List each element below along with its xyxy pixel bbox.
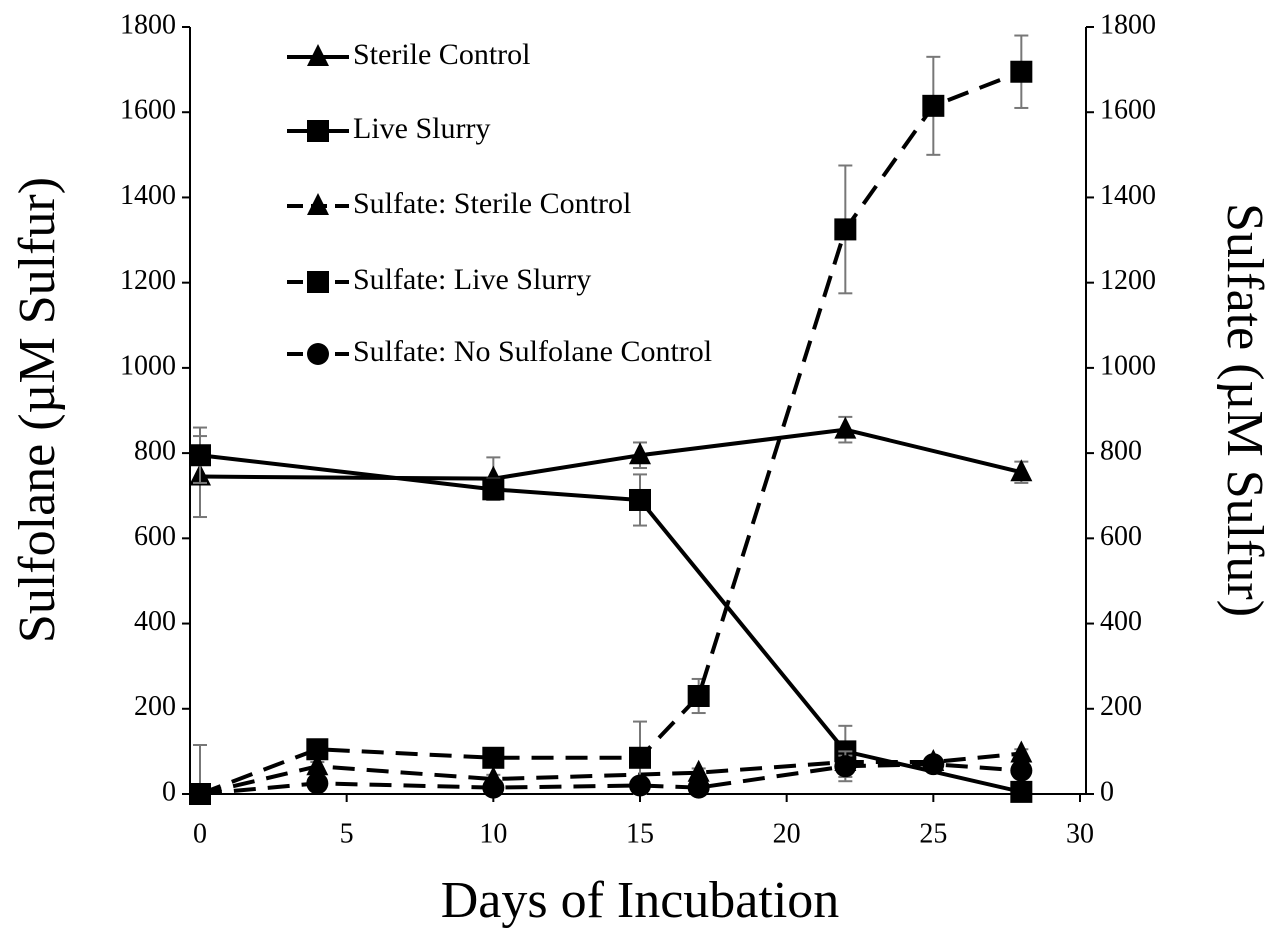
marker [307, 271, 329, 293]
marker [687, 684, 710, 707]
marker [306, 772, 329, 795]
legend-item: Sulfate: No Sulfolane Control [287, 335, 712, 368]
legend-item: Sulfate: Live Slurry [287, 263, 591, 296]
marker [629, 442, 651, 465]
marker [482, 776, 505, 799]
marker [1010, 780, 1033, 803]
marker [1010, 740, 1033, 763]
marker [1010, 759, 1033, 782]
marker [1010, 60, 1033, 83]
y-tick-label: 1200 [120, 265, 176, 296]
x-axis-title: Days of Incubation [441, 872, 840, 929]
marker [922, 753, 945, 776]
marker [306, 738, 329, 761]
marker [482, 478, 505, 501]
y2-tick-label: 0 [1100, 776, 1114, 807]
marker [687, 776, 710, 799]
y-tick-label: 600 [134, 521, 176, 552]
y2-axis-title: Sulfate (µM Sulfur) [1216, 203, 1273, 617]
legend-text: Sterile Control [353, 38, 530, 71]
y2-tick-label: 1000 [1100, 350, 1156, 381]
legend-text: Live Slurry [353, 112, 490, 145]
y2-tick-label: 1400 [1100, 180, 1156, 211]
series-line [199, 69, 1023, 796]
y-tick-label: 200 [134, 691, 176, 722]
marker [306, 753, 329, 776]
x-tick-label: 30 [1066, 818, 1094, 849]
y2-tick-label: 1200 [1100, 265, 1156, 296]
y-tick-label: 400 [134, 606, 176, 637]
marker [687, 759, 710, 782]
marker [834, 416, 857, 439]
y2-tick-label: 400 [1100, 606, 1142, 637]
legend-item: Live Slurry [287, 112, 490, 145]
y-tick-label: 1800 [120, 9, 176, 40]
y-tick-label: 800 [134, 436, 176, 467]
marker [629, 774, 651, 797]
y-axis-title: Sulfolane (µM Sulfur) [9, 177, 66, 643]
y-tick-label: 1000 [120, 350, 176, 381]
marker [307, 343, 329, 365]
y2-tick-label: 1800 [1100, 9, 1156, 40]
y2-tick-label: 800 [1100, 436, 1142, 467]
x-tick-label: 15 [626, 818, 654, 849]
legend-text: Sulfate: No Sulfolane Control [353, 335, 712, 368]
x-tick-label: 25 [919, 818, 947, 849]
marker [189, 783, 211, 805]
marker [629, 746, 651, 769]
legend-text: Sulfate: Sterile Control [353, 187, 631, 220]
legend-item: Sulfate: Sterile Control [287, 187, 631, 220]
marker [189, 444, 211, 467]
y2-tick-label: 600 [1100, 521, 1142, 552]
y-tick-label: 1400 [120, 180, 176, 211]
y-tick-label: 1600 [120, 95, 176, 126]
y-tick-label: 0 [162, 776, 176, 807]
marker [834, 218, 857, 241]
marker [307, 120, 329, 142]
y2-tick-label: 1600 [1100, 95, 1156, 126]
x-tick-label: 5 [340, 818, 354, 849]
marker [1010, 459, 1033, 482]
marker [922, 94, 945, 117]
marker [307, 44, 329, 66]
marker [834, 755, 857, 778]
marker [482, 746, 505, 769]
series-line [199, 762, 1022, 796]
x-tick-label: 10 [479, 818, 507, 849]
legend-item: Sterile Control [287, 38, 530, 71]
marker [629, 488, 651, 511]
x-tick-label: 20 [773, 818, 801, 849]
legend-text: Sulfate: Live Slurry [353, 263, 591, 296]
y2-tick-label: 200 [1100, 691, 1142, 722]
marker [307, 193, 329, 215]
x-tick-label: 0 [193, 818, 207, 849]
